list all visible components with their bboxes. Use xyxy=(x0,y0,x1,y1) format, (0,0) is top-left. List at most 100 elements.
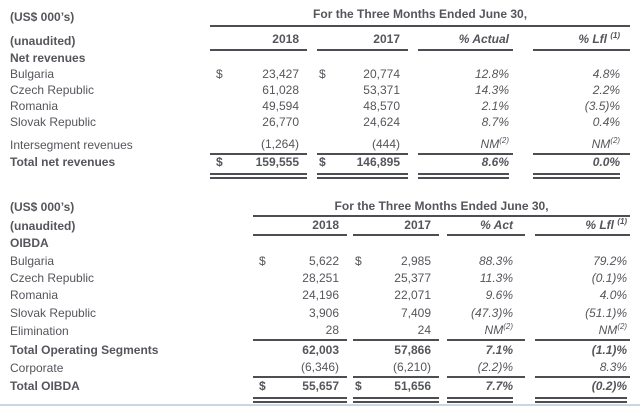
oibda-table: (US$ 000’s) For the Three Months Ended Ju… xyxy=(10,197,631,404)
pct-lfl: (51.1)% xyxy=(585,305,628,320)
double-underline xyxy=(253,397,347,404)
double-rule xyxy=(353,395,439,404)
section-label: Net revenues xyxy=(10,50,86,65)
double-rule xyxy=(317,171,408,179)
column-gap xyxy=(525,216,535,235)
value-2018: $159,555 xyxy=(210,154,307,171)
column-gap xyxy=(408,130,418,154)
currency-symbol: $ xyxy=(259,253,266,268)
column-gap xyxy=(408,98,418,114)
table-row: Slovak Republic 3,906 7,409 (47.3)% (51.1)% xyxy=(10,305,630,322)
pct-actual: NM(2) xyxy=(447,321,525,342)
pct-actual: 9.6% xyxy=(485,288,513,303)
rule-spacer xyxy=(10,171,210,179)
period-header: For the Three Months Ended June 30, xyxy=(253,197,631,217)
amount: 28 xyxy=(325,323,339,338)
column-gap xyxy=(439,305,447,322)
total-rule-row xyxy=(10,171,630,179)
double-underline xyxy=(418,172,509,179)
column-gap xyxy=(439,322,447,340)
bottom-window-edge xyxy=(0,404,640,406)
amount: 23,427 xyxy=(262,66,299,81)
row-label: Slovak Republic xyxy=(10,305,97,320)
table-row: Corporate (6,346) (6,210) (2.2)% 8.3% xyxy=(10,358,631,379)
value-2017: $20,774 xyxy=(317,66,408,82)
superscript: (1) xyxy=(617,217,628,227)
superscript: (2) xyxy=(499,136,509,145)
currency-symbol: $ xyxy=(319,155,326,169)
amount: 2,985 xyxy=(400,253,431,268)
value-2017: (444) xyxy=(317,130,408,155)
column-gap xyxy=(439,252,447,269)
pct-lfl: (0.1)% xyxy=(591,271,628,285)
amount: 22,071 xyxy=(394,288,431,303)
value-2018: $5,622 xyxy=(253,252,347,269)
pct-actual: 7.1% xyxy=(485,342,513,357)
value-2018: (6,346) xyxy=(253,358,347,379)
table-row: Czech Republic 61,028 53,371 14.3% 2.2% xyxy=(10,82,630,98)
double-underline xyxy=(533,172,621,179)
column-header-2018: 2018 xyxy=(210,25,307,51)
amount: 53,371 xyxy=(363,82,400,97)
column-gap xyxy=(525,270,535,287)
pct-actual: 12.8% xyxy=(474,66,509,81)
value-2018: 28 xyxy=(253,321,347,342)
column-gap xyxy=(307,82,317,98)
value-2017: $146,895 xyxy=(317,154,408,171)
row-label: Total net revenues xyxy=(10,155,116,169)
column-gap xyxy=(513,154,533,171)
value-2017: 22,071 xyxy=(353,287,439,304)
pct-lfl: (3.5)% xyxy=(584,98,621,113)
column-gap xyxy=(307,98,317,114)
column-header-pct-lfl: % Lfl (1) xyxy=(533,25,631,51)
column-gap xyxy=(525,322,535,340)
column-gap xyxy=(513,26,533,50)
amount: 159,555 xyxy=(255,155,299,169)
superscript: (2) xyxy=(617,322,628,332)
pct-actual: 14.3% xyxy=(474,82,509,97)
column-gap xyxy=(307,26,317,50)
double-underline xyxy=(317,172,408,179)
pct-actual: (2.2)% xyxy=(447,358,525,379)
row-label: Czech Republic xyxy=(10,82,95,97)
column-gap xyxy=(439,270,447,287)
column-gap xyxy=(408,66,418,82)
currency-symbol: $ xyxy=(259,379,266,394)
column-gap xyxy=(439,216,447,235)
row-label: Slovak Republic xyxy=(10,114,97,129)
value-2018: $55,657 xyxy=(253,377,347,395)
value-2018: (1,264) xyxy=(210,130,307,155)
column-gap xyxy=(525,340,535,358)
column-header-pct-lfl: % Lfl (1) xyxy=(535,215,631,237)
period-header: For the Three Months Ended June 30, xyxy=(210,6,631,27)
superscript: (1) xyxy=(610,30,621,40)
section-label: OIBDA xyxy=(10,236,49,251)
column-header-2017: 2017 xyxy=(353,215,439,237)
pct-actual: 8.7% xyxy=(481,114,509,129)
amount: 48,570 xyxy=(363,98,400,113)
column-header-pct-actual: % Actual xyxy=(418,25,513,51)
value-2017: 7,409 xyxy=(353,305,439,322)
column-gap xyxy=(513,171,533,179)
amount: (444) xyxy=(371,137,400,151)
units-label: (US$ 000’s) xyxy=(10,10,75,24)
amount: 51,656 xyxy=(394,379,431,394)
row-label: Total OIBDA xyxy=(10,379,80,394)
double-rule xyxy=(533,171,630,179)
units-label: (US$ 000’s) xyxy=(10,199,75,214)
amount: 20,774 xyxy=(363,66,400,81)
double-rule xyxy=(253,395,347,404)
column-gap xyxy=(307,114,317,130)
row-label: Elimination xyxy=(10,324,69,339)
pct-lfl: (1.1)% xyxy=(591,342,628,357)
pct-lfl: 8.3% xyxy=(535,358,631,379)
pct-actual: (47.3)% xyxy=(470,305,513,320)
currency-symbol: $ xyxy=(355,379,362,394)
row-label: Romania xyxy=(10,288,59,303)
column-gap xyxy=(439,287,447,304)
amount: 3,906 xyxy=(308,305,339,320)
value-2018: 62,003 xyxy=(253,340,347,358)
double-rule xyxy=(535,395,630,404)
row-label: Intersegment revenues xyxy=(10,138,133,152)
